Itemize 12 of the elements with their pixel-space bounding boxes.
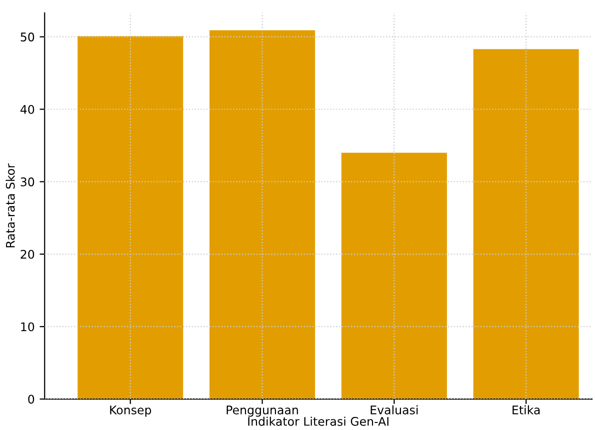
y-tick-label: 30 — [20, 177, 34, 186]
x-tick-label: Konsep — [110, 406, 152, 417]
y-tick-label: 50 — [20, 32, 34, 42]
y-axis-title: Rata-rata Skor — [6, 163, 15, 248]
y-tick-label: 20 — [20, 250, 34, 259]
x-tick-label: Evaluasi — [370, 405, 418, 414]
y-tick-label: 40 — [20, 104, 34, 114]
x-axis-title: Indikator Literasi Gen-AI — [248, 416, 388, 426]
y-tick-label: 10 — [21, 322, 34, 332]
y-tick-label: 0 — [28, 394, 34, 404]
x-tick-label: Etika — [512, 405, 540, 414]
x-tick-label: Penggunaan — [226, 406, 298, 417]
